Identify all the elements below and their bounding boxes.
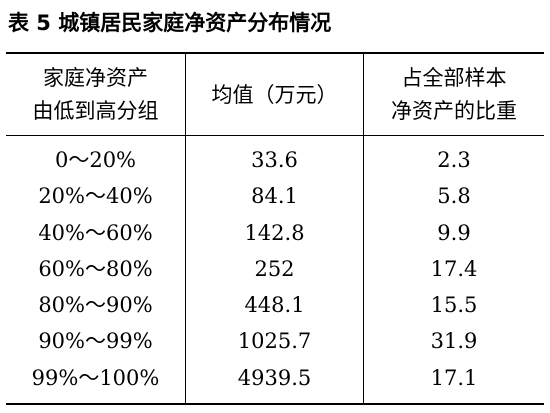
header-rule <box>6 135 544 136</box>
table-row: 20%～40% 84.1 5.8 <box>6 178 544 214</box>
table-row: 99%～100% 4939.5 17.1 <box>6 360 544 396</box>
share-cell: 31.9 <box>430 329 478 354</box>
group-cell: 20%～40% <box>38 184 153 209</box>
header-mean-line-1: 均值（万元） <box>211 82 338 107</box>
group-cell: 60%～80% <box>38 256 153 281</box>
column-divider-2 <box>363 54 364 403</box>
mean-cell: 252 <box>254 256 295 281</box>
table-body: 0～20% 33.6 2.3 20%～40% 84.1 5.8 40%～60% … <box>6 142 544 396</box>
top-rule <box>6 52 544 54</box>
header-share-line-1: 占全部样本 <box>401 66 507 90</box>
table-row: 0～20% 33.6 2.3 <box>6 142 544 178</box>
header-share-column: 占全部样本 净资产的比重 <box>364 56 544 134</box>
share-cell: 9.9 <box>437 220 471 245</box>
share-cell: 17.4 <box>430 256 478 281</box>
bottom-rule <box>6 403 544 405</box>
table-row: 40%～60% 142.8 9.9 <box>6 215 544 251</box>
table-row: 90%～99% 1025.7 31.9 <box>6 323 544 359</box>
group-cell: 40%～60% <box>38 220 153 245</box>
table-title: 表 5 城镇居民家庭净资产分布情况 <box>8 11 332 35</box>
share-cell: 17.1 <box>430 365 478 390</box>
share-cell: 15.5 <box>430 293 478 318</box>
mean-cell: 448.1 <box>244 293 305 318</box>
header-group-line-1: 家庭净资产 <box>43 66 148 90</box>
share-cell: 5.8 <box>437 184 471 209</box>
mean-cell: 4939.5 <box>237 365 312 390</box>
column-divider-1 <box>185 54 186 403</box>
group-cell: 90%～99% <box>38 329 153 354</box>
table-row: 60%～80% 252 17.4 <box>6 251 544 287</box>
header-mean-column: 均值（万元） <box>186 56 363 134</box>
mean-cell: 33.6 <box>251 148 298 172</box>
header-group-line-2: 由低到高分组 <box>32 99 159 123</box>
mean-cell: 84.1 <box>251 184 298 209</box>
mean-cell: 142.8 <box>244 220 305 245</box>
group-cell: 0～20% <box>54 148 137 172</box>
group-cell: 80%～90% <box>38 293 153 318</box>
group-cell: 99%～100% <box>31 365 160 390</box>
mean-cell: 1025.7 <box>237 329 312 354</box>
header-share-line-2: 净资产的比重 <box>391 99 517 123</box>
table-row: 80%～90% 448.1 15.5 <box>6 287 544 323</box>
share-cell: 2.3 <box>437 148 471 172</box>
header-group-column: 家庭净资产 由低到高分组 <box>6 56 185 134</box>
